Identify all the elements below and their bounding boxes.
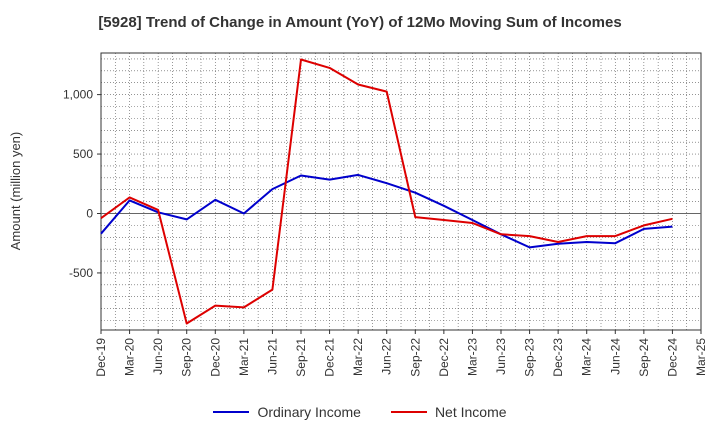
y-tick-label: 0	[86, 206, 93, 220]
x-tick-label: Sep-23	[523, 338, 537, 377]
x-tick-label: Mar-20	[123, 338, 137, 376]
legend-item-ordinary-income: Ordinary Income	[213, 404, 361, 420]
x-tick-label: Dec-24	[665, 338, 679, 377]
x-tick-label: Dec-19	[94, 338, 108, 377]
x-tick-label: Mar-21	[237, 338, 251, 376]
x-tick-label: Jun-21	[265, 338, 279, 375]
x-tick-label: Dec-20	[208, 338, 222, 377]
x-tick-label: Mar-25	[694, 338, 708, 376]
legend-label-net-income: Net Income	[434, 404, 507, 420]
y-tick-label: 1,000	[63, 88, 93, 102]
x-tick-label: Mar-23	[465, 338, 479, 376]
y-axis-title: Amount (million yen)	[8, 132, 23, 251]
x-axis-ticks: Dec-19 Mar-20 Jun-20 Sep-20 Dec-20 Mar-21 Jun-…	[94, 330, 708, 377]
x-tick-label: Dec-22	[437, 338, 451, 377]
legend-item-net-income: Net Income	[390, 404, 507, 420]
x-tick-label: Mar-24	[580, 338, 594, 376]
y-tick-label: 500	[73, 147, 93, 161]
series-line-net-income	[100, 58, 673, 325]
x-tick-label: Jun-24	[608, 338, 622, 375]
x-tick-label: Sep-22	[408, 338, 422, 377]
series-line-ordinary-income	[100, 173, 673, 249]
y-tick-label: -500	[69, 266, 93, 280]
legend: Ordinary Income Net Income	[0, 404, 720, 420]
legend-swatch-net-income	[390, 411, 427, 413]
chart-title: [5928] Trend of Change in Amount (YoY) o…	[98, 14, 622, 31]
x-tick-label: Jun-23	[494, 338, 508, 375]
x-tick-label: Sep-21	[294, 338, 308, 377]
x-tick-label: Sep-24	[637, 338, 651, 377]
plot-area-frame	[100, 52, 702, 331]
legend-swatch-ordinary-income	[213, 411, 250, 413]
x-tick-label: Dec-21	[323, 338, 337, 377]
x-tick-label: Sep-20	[180, 338, 194, 377]
y-axis-ticks: -500 0 500 1,000	[63, 88, 101, 280]
x-tick-label: Mar-22	[351, 338, 365, 376]
x-tick-label: Jun-22	[380, 338, 394, 375]
grid	[101, 53, 701, 330]
x-tick-label: Jun-20	[151, 338, 165, 375]
x-tick-label: Dec-23	[551, 338, 565, 377]
legend-label-ordinary-income: Ordinary Income	[257, 404, 361, 420]
series-lines	[100, 58, 673, 325]
